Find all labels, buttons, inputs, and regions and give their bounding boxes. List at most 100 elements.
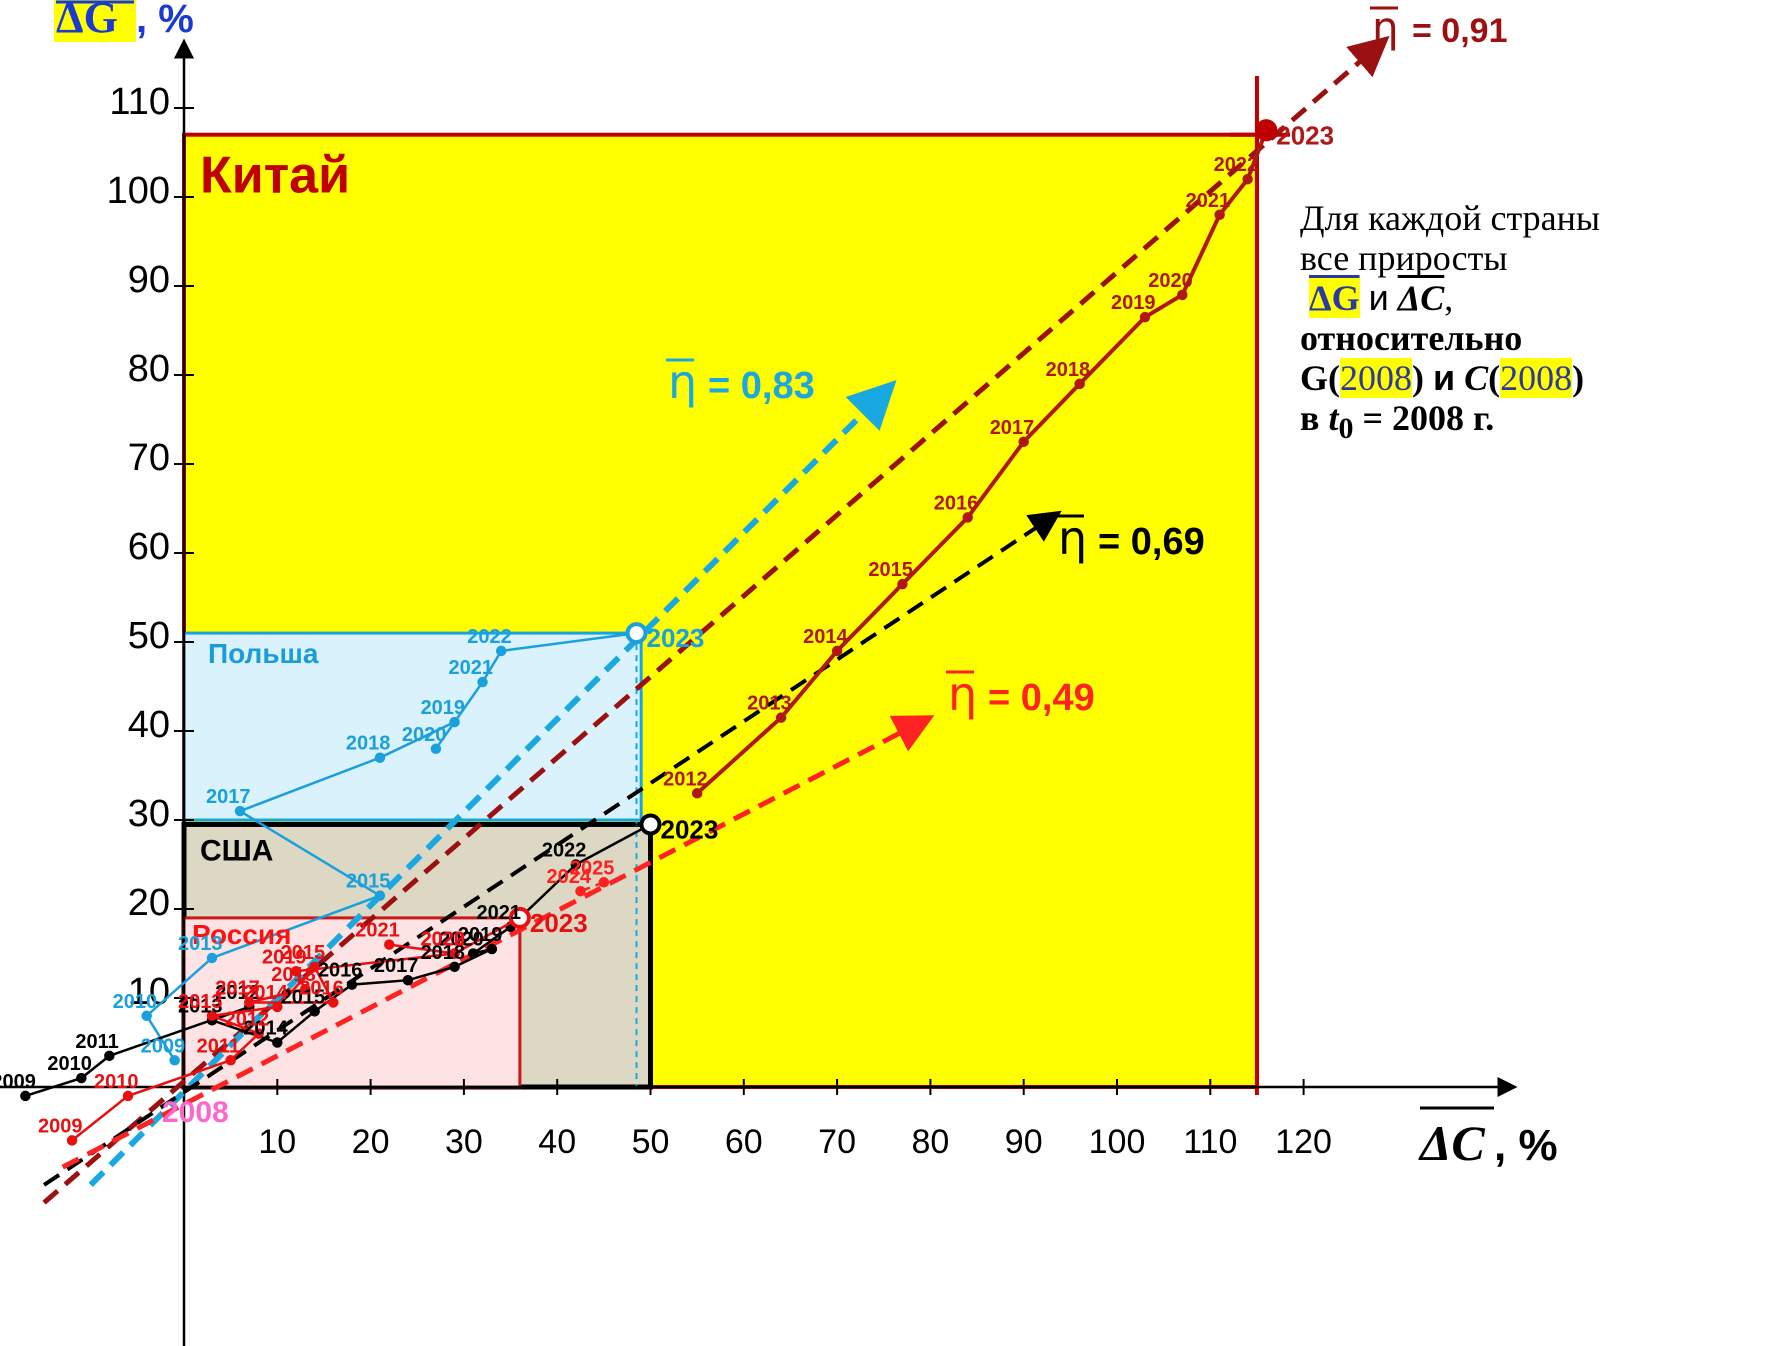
series-3-point-6: [309, 961, 320, 973]
series-2-year-4: 2013: [178, 995, 223, 1017]
x-tick-label-5: 60: [725, 1123, 763, 1161]
y-tick-label-1: 20: [128, 882, 170, 924]
note-prefix: в: [1300, 398, 1320, 438]
series-3-year-9: 2018: [271, 964, 316, 986]
trend-line-0: [42, 35, 1390, 1205]
series-1-point-6: [449, 716, 460, 728]
series-1-point-2: [206, 952, 218, 964]
series-3-point-1: [122, 1090, 134, 1102]
series-3-year-4: 2013: [178, 991, 223, 1013]
series-0-point-8: [1177, 289, 1188, 301]
series-0-point-0: [691, 788, 703, 799]
series-2-point-0: [20, 1090, 31, 1102]
series-0-year-5: 2017: [990, 417, 1034, 439]
series-2-year-11: 2020: [439, 929, 484, 951]
series-3-year-6: 2015: [281, 942, 326, 964]
series-1-point-9: [495, 645, 507, 657]
x-tick-label-1: 20: [352, 1123, 390, 1161]
series-3-year-7: 2016: [299, 977, 344, 999]
series-2-year-12: 2021: [477, 902, 522, 924]
series-4-year-1: 2025: [570, 857, 615, 879]
series-3-point-10: [290, 966, 302, 977]
series-3-point-13: [449, 948, 460, 959]
series-1-year-10: 2023: [647, 623, 705, 653]
series-1-point-0: [169, 1055, 180, 1066]
series-1-year-6: 2019: [421, 697, 466, 719]
x-tick-label-8: 90: [1005, 1123, 1043, 1161]
series-line-0: [695, 129, 1269, 795]
series-0-year-1: 2013: [747, 693, 792, 715]
series-3-year-13: 2022: [421, 929, 466, 951]
y-tick-label-3: 40: [128, 704, 170, 746]
note-dg: ΔG: [1309, 278, 1360, 318]
series-1-point-7: [430, 743, 442, 755]
series-1-point-10: [625, 622, 648, 645]
region-label-1: Польша: [208, 638, 319, 669]
series-3-point-5: [272, 1001, 283, 1013]
series-0-year-2: 2014: [803, 626, 848, 648]
trend-eta-2: η: [1058, 511, 1087, 565]
trend-label-2: = 0,69: [1098, 521, 1205, 563]
series-2-year-14: 2023: [661, 814, 719, 844]
note-line-1: Для каждой страны: [1300, 198, 1601, 238]
series-3-year-11: 2020: [421, 929, 466, 951]
note-suffix: = 2008 г.: [1362, 398, 1495, 438]
series-2-point-1: [76, 1072, 87, 1084]
series-3-year-1: 2010: [94, 1071, 138, 1093]
series-0-point-10: [1242, 173, 1253, 185]
y-axis-label-highlight: [54, 0, 136, 42]
series-3-point-9: [300, 983, 311, 995]
note-g: G: [1300, 358, 1329, 398]
trend-eta-3: η: [948, 667, 977, 721]
series-0-point-5: [1018, 436, 1029, 447]
series-1-point-4: [234, 805, 246, 817]
series-3-year-10: 2019: [262, 946, 307, 968]
series-2-point-11: [467, 948, 479, 959]
series-3-year-12: 2021: [355, 920, 400, 942]
series-2-year-5: 2014: [243, 1018, 288, 1040]
series-0-point-1: [775, 712, 787, 723]
series-0-point-6: [1074, 378, 1085, 390]
series-0-point-4: [962, 512, 973, 523]
series-1-year-0: 2009: [141, 1035, 186, 1057]
series-1-point-1: [141, 1010, 152, 1022]
note-t: t: [1328, 398, 1339, 438]
note-comma: ,: [1444, 278, 1454, 318]
x-tick-label-2: 30: [445, 1123, 483, 1161]
series-2-year-1: 2010: [47, 1053, 91, 1075]
note-line-3: ΔG и ΔC,: [1300, 278, 1768, 318]
x-tick-label-3: 40: [538, 1123, 576, 1161]
x-axis-label-name: ΔC: [1418, 1115, 1485, 1171]
note-line-2: все приросты: [1300, 238, 1508, 278]
y-tick-label-8: 90: [128, 259, 170, 301]
y-tick-label-6: 70: [128, 437, 170, 479]
series-3-point-14: [508, 906, 531, 929]
note-line-6: в t0 = 2008 г.: [1300, 398, 1768, 449]
series-2-point-8: [402, 974, 414, 986]
trend-label-0: = 0,91: [1412, 12, 1507, 50]
series-2-point-2: [104, 1050, 115, 1062]
explanation-note: Для каждой страны все приросты ΔG и ΔC, …: [1300, 198, 1768, 449]
series-1-year-1: 2010: [113, 991, 157, 1013]
series-0-year-6: 2018: [1046, 359, 1091, 381]
series-1-point-8: [477, 676, 488, 688]
series-2-year-13: 2022: [542, 840, 587, 862]
y-tick-label-9: 100: [107, 170, 170, 212]
note-c: C: [1464, 358, 1489, 398]
trend-eta-0: η: [1372, 3, 1399, 52]
series-1-year-7: 2020: [402, 724, 447, 746]
series-3-point-3: [253, 1028, 264, 1039]
series-3-year-3: 2012: [225, 1009, 270, 1031]
series-1-point-5: [374, 752, 386, 763]
series-0-year-4: 2016: [934, 492, 979, 514]
series-0-point-3: [897, 578, 908, 590]
x-tick-label-9: 100: [1089, 1123, 1146, 1161]
series-2-year-6: 2015: [281, 986, 326, 1008]
series-1-year-8: 2021: [449, 657, 494, 679]
region-label-0: Китай: [200, 147, 350, 205]
y-tick-label-5: 60: [128, 526, 170, 568]
note-and-bold: и: [1433, 357, 1456, 398]
series-2-point-5: [272, 1037, 283, 1048]
series-3-point-0: [66, 1135, 78, 1146]
x-tick-label-11: 120: [1275, 1123, 1332, 1161]
